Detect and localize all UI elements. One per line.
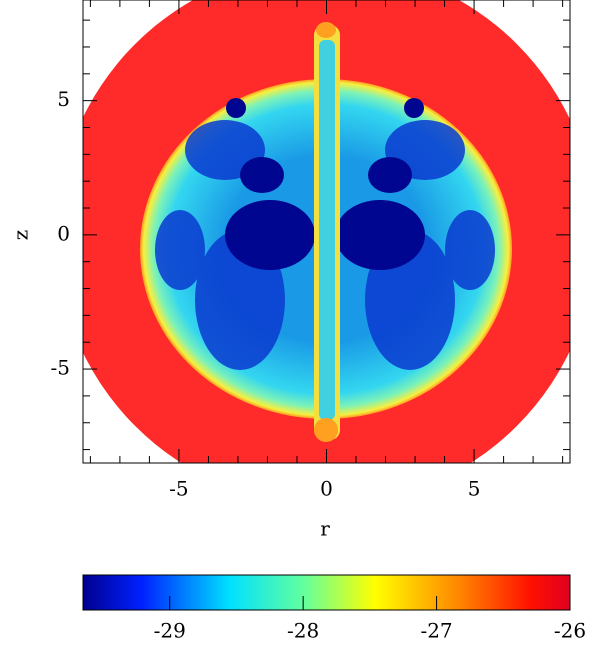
colorbar-tick-label: -28 [287,619,319,643]
colorbar [82,574,571,611]
x-axis-label: r [320,517,330,541]
heatmap-image [83,0,570,463]
x-tick-label: 0 [320,477,333,501]
colorbar-tick-label: -27 [420,619,452,643]
y-tick-label: 0 [57,221,70,245]
y-axis-label: z [9,230,33,241]
x-tick-label: -5 [169,477,188,501]
y-tick-label: -5 [51,356,70,380]
y-tick-label: 5 [57,87,70,111]
x-tick-label: 5 [468,477,481,501]
colorbar-tick-label: -29 [154,619,186,643]
colorbar-tick-label: -26 [554,619,586,643]
